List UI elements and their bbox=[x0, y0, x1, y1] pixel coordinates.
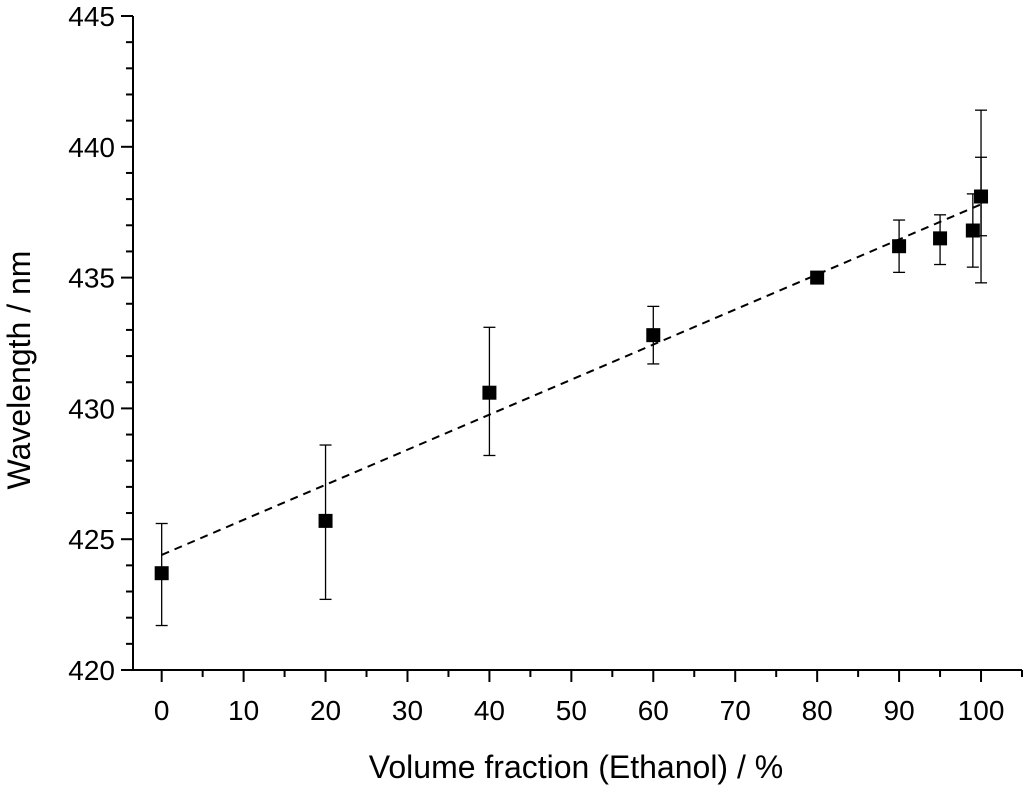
fit-line-group bbox=[161, 203, 982, 556]
data-point bbox=[810, 270, 825, 285]
y-tick-label: 440 bbox=[68, 132, 115, 163]
data-point bbox=[965, 223, 980, 238]
data-point bbox=[318, 513, 333, 528]
x-tick-label: 60 bbox=[638, 695, 669, 726]
y-tick-label: 430 bbox=[68, 393, 115, 424]
y-tick-label: 420 bbox=[68, 655, 115, 686]
x-tick-label: 30 bbox=[392, 695, 423, 726]
data-point bbox=[974, 189, 989, 204]
data-point bbox=[646, 328, 661, 343]
y-axis-title: Wavelength / nm bbox=[1, 251, 37, 490]
x-tick-label: 80 bbox=[802, 695, 833, 726]
y-tick-label: 425 bbox=[68, 524, 115, 555]
axes: 0 10 20 30 40 50 60 70 80 90 100 420 425 430 435 440 445 bbox=[68, 1, 1023, 726]
x-tick-label: 90 bbox=[884, 695, 915, 726]
data-point bbox=[154, 566, 169, 581]
error-bars bbox=[155, 109, 988, 627]
x-tick-label: 10 bbox=[228, 695, 259, 726]
data-point bbox=[933, 231, 948, 246]
x-tick-label: 20 bbox=[310, 695, 341, 726]
data-points bbox=[154, 189, 989, 581]
x-axis-title: Volume fraction (Ethanol) / % bbox=[369, 749, 783, 785]
x-tick-label: 40 bbox=[474, 695, 505, 726]
y-tick-label: 435 bbox=[68, 263, 115, 294]
x-tick-label: 0 bbox=[154, 695, 170, 726]
fit-line bbox=[161, 203, 982, 556]
x-tick-label: 50 bbox=[556, 695, 587, 726]
y-tick-label: 445 bbox=[68, 1, 115, 32]
data-point bbox=[892, 239, 907, 254]
data-point bbox=[482, 385, 497, 400]
x-tick-label: 100 bbox=[958, 695, 1005, 726]
x-tick-label: 70 bbox=[720, 695, 751, 726]
